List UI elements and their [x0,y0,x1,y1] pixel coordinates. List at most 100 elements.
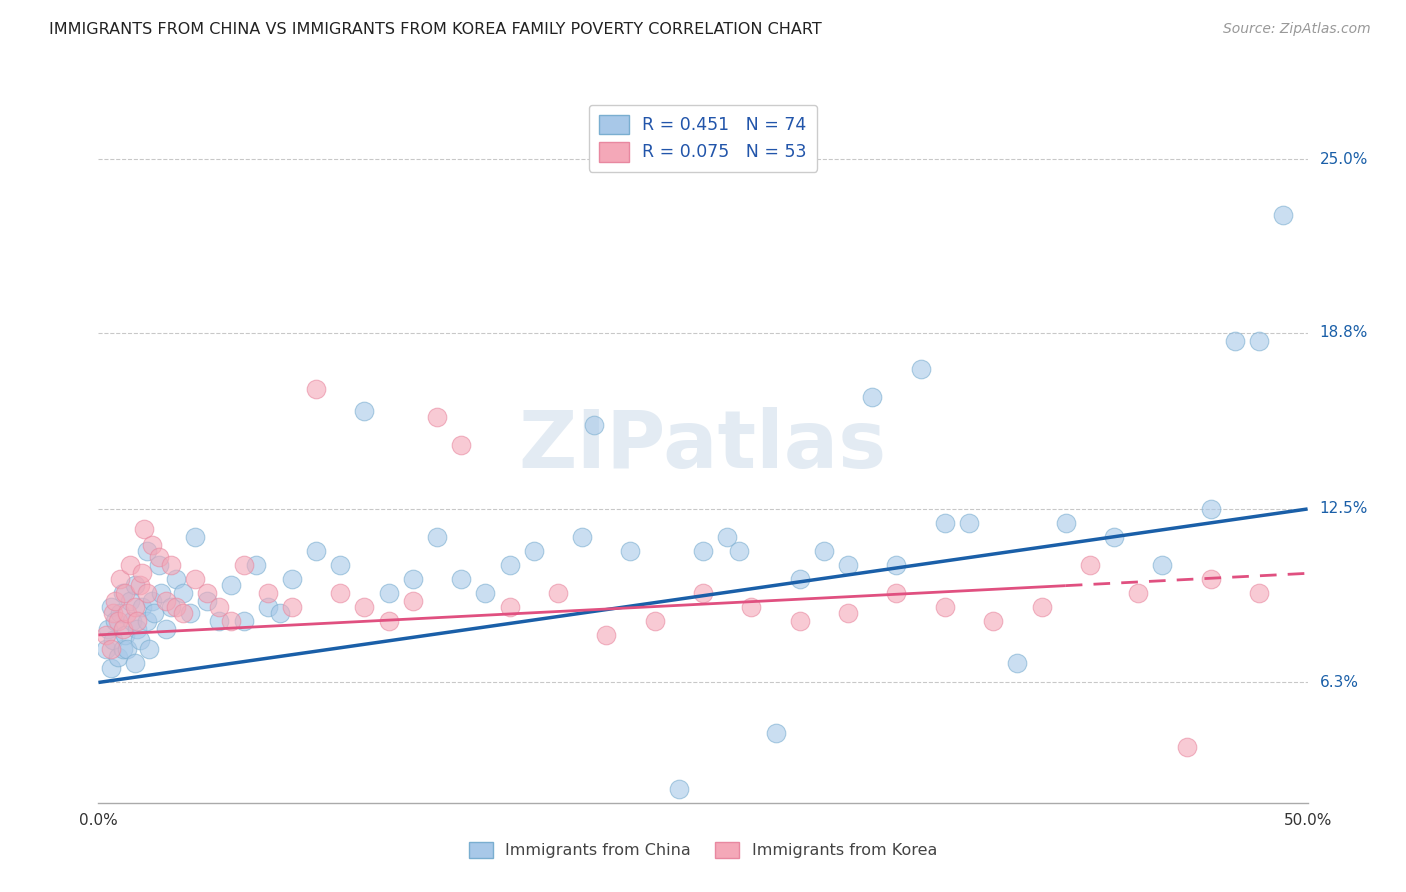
Point [910,362,932,376]
Point [108,572,131,586]
Point [1054,516,1077,530]
Text: IMMIGRANTS FROM CHINA VS IMMIGRANTS FROM KOREA FAMILY POVERTY CORRELATION CHART: IMMIGRANTS FROM CHINA VS IMMIGRANTS FROM… [49,22,823,37]
Point [256,586,278,600]
Point [104,594,127,608]
Point [134,522,156,536]
Point [934,516,956,530]
Point [981,614,1004,628]
Point [208,614,231,628]
Point [160,599,183,614]
Point [1199,572,1222,586]
Point [402,572,425,586]
Point [101,606,124,620]
Point [127,622,149,636]
Point [619,544,641,558]
Point [208,599,231,614]
Point [1223,334,1246,348]
Point [172,606,194,620]
Point [131,566,153,581]
Point [111,622,134,636]
Point [837,606,859,620]
Point [195,594,218,608]
Point [127,614,149,628]
Point [353,599,375,614]
Point [728,544,751,558]
Point [150,586,173,600]
Text: 6.3%: 6.3% [1320,675,1358,690]
Point [498,599,520,614]
Point [644,614,666,628]
Point [104,614,127,628]
Point [329,586,352,600]
Point [377,586,399,600]
Point [94,641,117,656]
Point [571,530,593,544]
Point [117,641,139,656]
Point [111,641,134,656]
Point [135,614,157,628]
Point [124,599,146,614]
Point [128,633,150,648]
Point [114,628,136,642]
Point [789,614,811,628]
Point [668,781,690,796]
Point [692,586,714,600]
Point [957,516,980,530]
Point [740,599,762,614]
Point [547,586,569,600]
Point [221,614,243,628]
Point [1272,208,1295,222]
Point [523,544,546,558]
Point [100,641,122,656]
Point [118,558,141,572]
Point [107,650,129,665]
Text: ZIPatlas: ZIPatlas [519,407,887,485]
Point [121,614,143,628]
Point [305,544,328,558]
Point [1152,558,1174,572]
Point [165,599,187,614]
Point [165,572,187,586]
Point [1128,586,1150,600]
Text: 18.8%: 18.8% [1320,326,1368,340]
Text: 25.0%: 25.0% [1320,152,1368,167]
Point [148,558,170,572]
Point [107,614,129,628]
Point [172,586,194,600]
Point [1199,502,1222,516]
Point [329,558,352,572]
Point [716,530,738,544]
Point [1175,739,1198,754]
Point [195,586,218,600]
Point [426,530,449,544]
Point [135,544,157,558]
Point [179,606,201,620]
Point [837,558,859,572]
Point [160,558,183,572]
Point [353,404,375,418]
Point [131,599,153,614]
Point [1249,586,1271,600]
Point [583,417,606,432]
Point [143,606,166,620]
Point [100,599,122,614]
Point [281,572,304,586]
Point [111,586,134,600]
Point [100,661,122,675]
Point [765,726,787,740]
Point [141,538,163,552]
Text: Source: ZipAtlas.com: Source: ZipAtlas.com [1223,22,1371,37]
Point [118,594,141,608]
Point [1007,656,1029,670]
Point [124,577,146,591]
Point [245,558,267,572]
Point [1078,558,1101,572]
Point [155,594,177,608]
Point [1249,334,1271,348]
Point [1031,599,1053,614]
Point [256,599,278,614]
Point [155,622,177,636]
Point [269,606,291,620]
Point [114,586,136,600]
Point [281,599,304,614]
